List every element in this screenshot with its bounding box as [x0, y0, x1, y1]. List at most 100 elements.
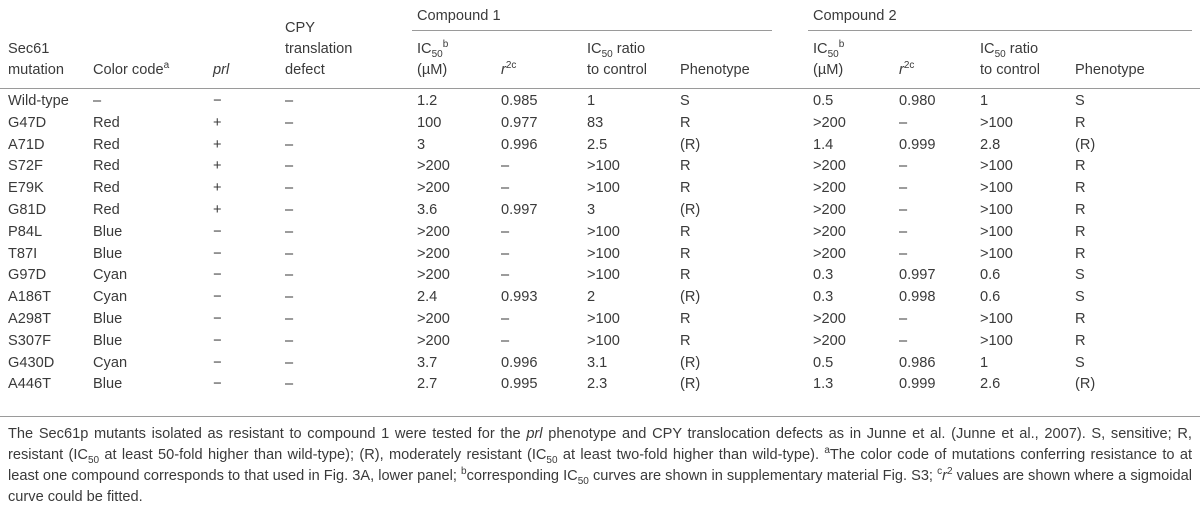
- table-cell: Wild-type: [8, 93, 69, 109]
- table-cell: –: [285, 267, 294, 284]
- text-segment: phenotype and CPY translocation defects …: [8, 426, 1192, 463]
- table-cell: –: [501, 332, 510, 349]
- column-header: IC50b (µM): [813, 39, 844, 81]
- table-cell: –: [501, 180, 510, 197]
- table-cell: −: [213, 245, 222, 262]
- table-cell: 0.977: [501, 114, 538, 131]
- column-header: prl: [213, 60, 229, 81]
- text-segment: CPY: [285, 20, 316, 36]
- text-segment: The color code of mutations conferring r…: [8, 447, 1193, 484]
- header-line: prl: [213, 60, 229, 81]
- text-segment: at least two-fold higher than wild-type)…: [557, 447, 825, 463]
- table-cell: –: [93, 93, 102, 109]
- table-cell: –: [899, 245, 908, 262]
- table-cell: 2.7: [417, 376, 438, 393]
- group-header: Compound 2: [813, 8, 897, 24]
- table-cell: A298T: [8, 311, 51, 327]
- text-segment: r: [942, 468, 947, 484]
- table-cell: −: [213, 223, 222, 240]
- table-cell: Blue: [93, 245, 123, 262]
- table-cell: >200: [417, 158, 450, 175]
- text-segment: b: [461, 466, 467, 478]
- table-cell: 0.5: [813, 354, 834, 371]
- table-cell: R: [680, 114, 691, 131]
- table-cell: >100: [980, 245, 1013, 262]
- table-cell: >200: [417, 311, 450, 327]
- table-cell: T87I: [8, 245, 38, 262]
- table-cell: –: [285, 311, 294, 327]
- table-cell: (R): [1075, 136, 1096, 153]
- table-cell: 0.998: [899, 289, 936, 306]
- header-line: r2c: [899, 60, 914, 81]
- table-cell: (R): [680, 354, 701, 371]
- table-cell: 3.1: [587, 354, 608, 371]
- header-line: IC50 ratio: [980, 39, 1040, 60]
- footnote: The Sec61p mutants isolated as resistant…: [8, 424, 1192, 508]
- text-segment: a: [163, 60, 170, 72]
- table-cell: +: [213, 180, 222, 197]
- header-rule: [0, 88, 1200, 89]
- table-cell: R: [1075, 180, 1086, 197]
- text-segment: r: [501, 62, 506, 78]
- text-segment: 2c: [903, 60, 915, 72]
- text-segment: prl: [526, 426, 543, 442]
- table-cell: 83: [587, 114, 604, 131]
- table-cell: –: [501, 245, 510, 262]
- table-cell: (R): [680, 136, 701, 153]
- table-cell: –: [285, 136, 294, 153]
- table-cell: (R): [680, 289, 701, 306]
- table-cell: 0.999: [899, 376, 936, 393]
- table-cell: 2.3: [587, 376, 608, 393]
- text-segment: 2c: [505, 60, 517, 72]
- table-cell: 2.6: [980, 376, 1001, 393]
- table-cell: >100: [587, 245, 620, 262]
- table-cell: Blue: [93, 223, 123, 240]
- table-cell: >200: [813, 202, 846, 218]
- table-cell: >100: [587, 267, 620, 284]
- table-cell: >100: [587, 332, 620, 349]
- table-cell: 0.999: [899, 136, 936, 153]
- table-cell: –: [501, 158, 510, 175]
- table-cell: −: [213, 311, 222, 327]
- table-cell: +: [213, 136, 222, 153]
- table-cell: −: [213, 376, 222, 393]
- table-cell: Red: [93, 136, 120, 153]
- header-line: translation: [285, 39, 352, 60]
- header-line: IC50b: [813, 39, 844, 60]
- table-cell: >100: [980, 180, 1013, 197]
- group-rule: [808, 30, 1192, 31]
- table-cell: –: [285, 376, 294, 393]
- text-segment: to control: [587, 62, 648, 78]
- header-line: (µM): [813, 60, 844, 81]
- table-cell: –: [899, 114, 908, 131]
- table-cell: >100: [980, 202, 1013, 218]
- table-cell: Cyan: [93, 354, 128, 371]
- table-cell: 0.980: [899, 93, 936, 109]
- table-cell: S: [1075, 289, 1085, 306]
- text-segment: ratio: [612, 41, 646, 57]
- column-header: r2c: [501, 60, 516, 81]
- column-header: IC50 ratio to control: [980, 39, 1040, 81]
- table-cell: –: [899, 311, 908, 327]
- table-cell: >100: [980, 311, 1013, 327]
- table-cell: –: [899, 332, 908, 349]
- table-cell: R: [680, 332, 691, 349]
- text-segment: IC: [587, 41, 602, 57]
- table-cell: 2.5: [587, 136, 608, 153]
- table-cell: R: [1075, 245, 1086, 262]
- table-cell: –: [285, 202, 294, 218]
- text-segment: defect: [285, 62, 325, 78]
- text-segment: a: [824, 445, 830, 457]
- table-cell: >100: [587, 180, 620, 197]
- table-cell: >200: [417, 245, 450, 262]
- table-cell: R: [1075, 202, 1086, 218]
- table-cell: S: [1075, 93, 1085, 109]
- table-cell: Red: [93, 114, 120, 131]
- table-cell: 2.4: [417, 289, 438, 306]
- table-cell: 1.4: [813, 136, 834, 153]
- text-segment: ratio: [1005, 41, 1039, 57]
- table-cell: >100: [980, 332, 1013, 349]
- text-segment: IC: [980, 41, 995, 57]
- table-cell: A186T: [8, 289, 51, 306]
- table-cell: 3.7: [417, 354, 438, 371]
